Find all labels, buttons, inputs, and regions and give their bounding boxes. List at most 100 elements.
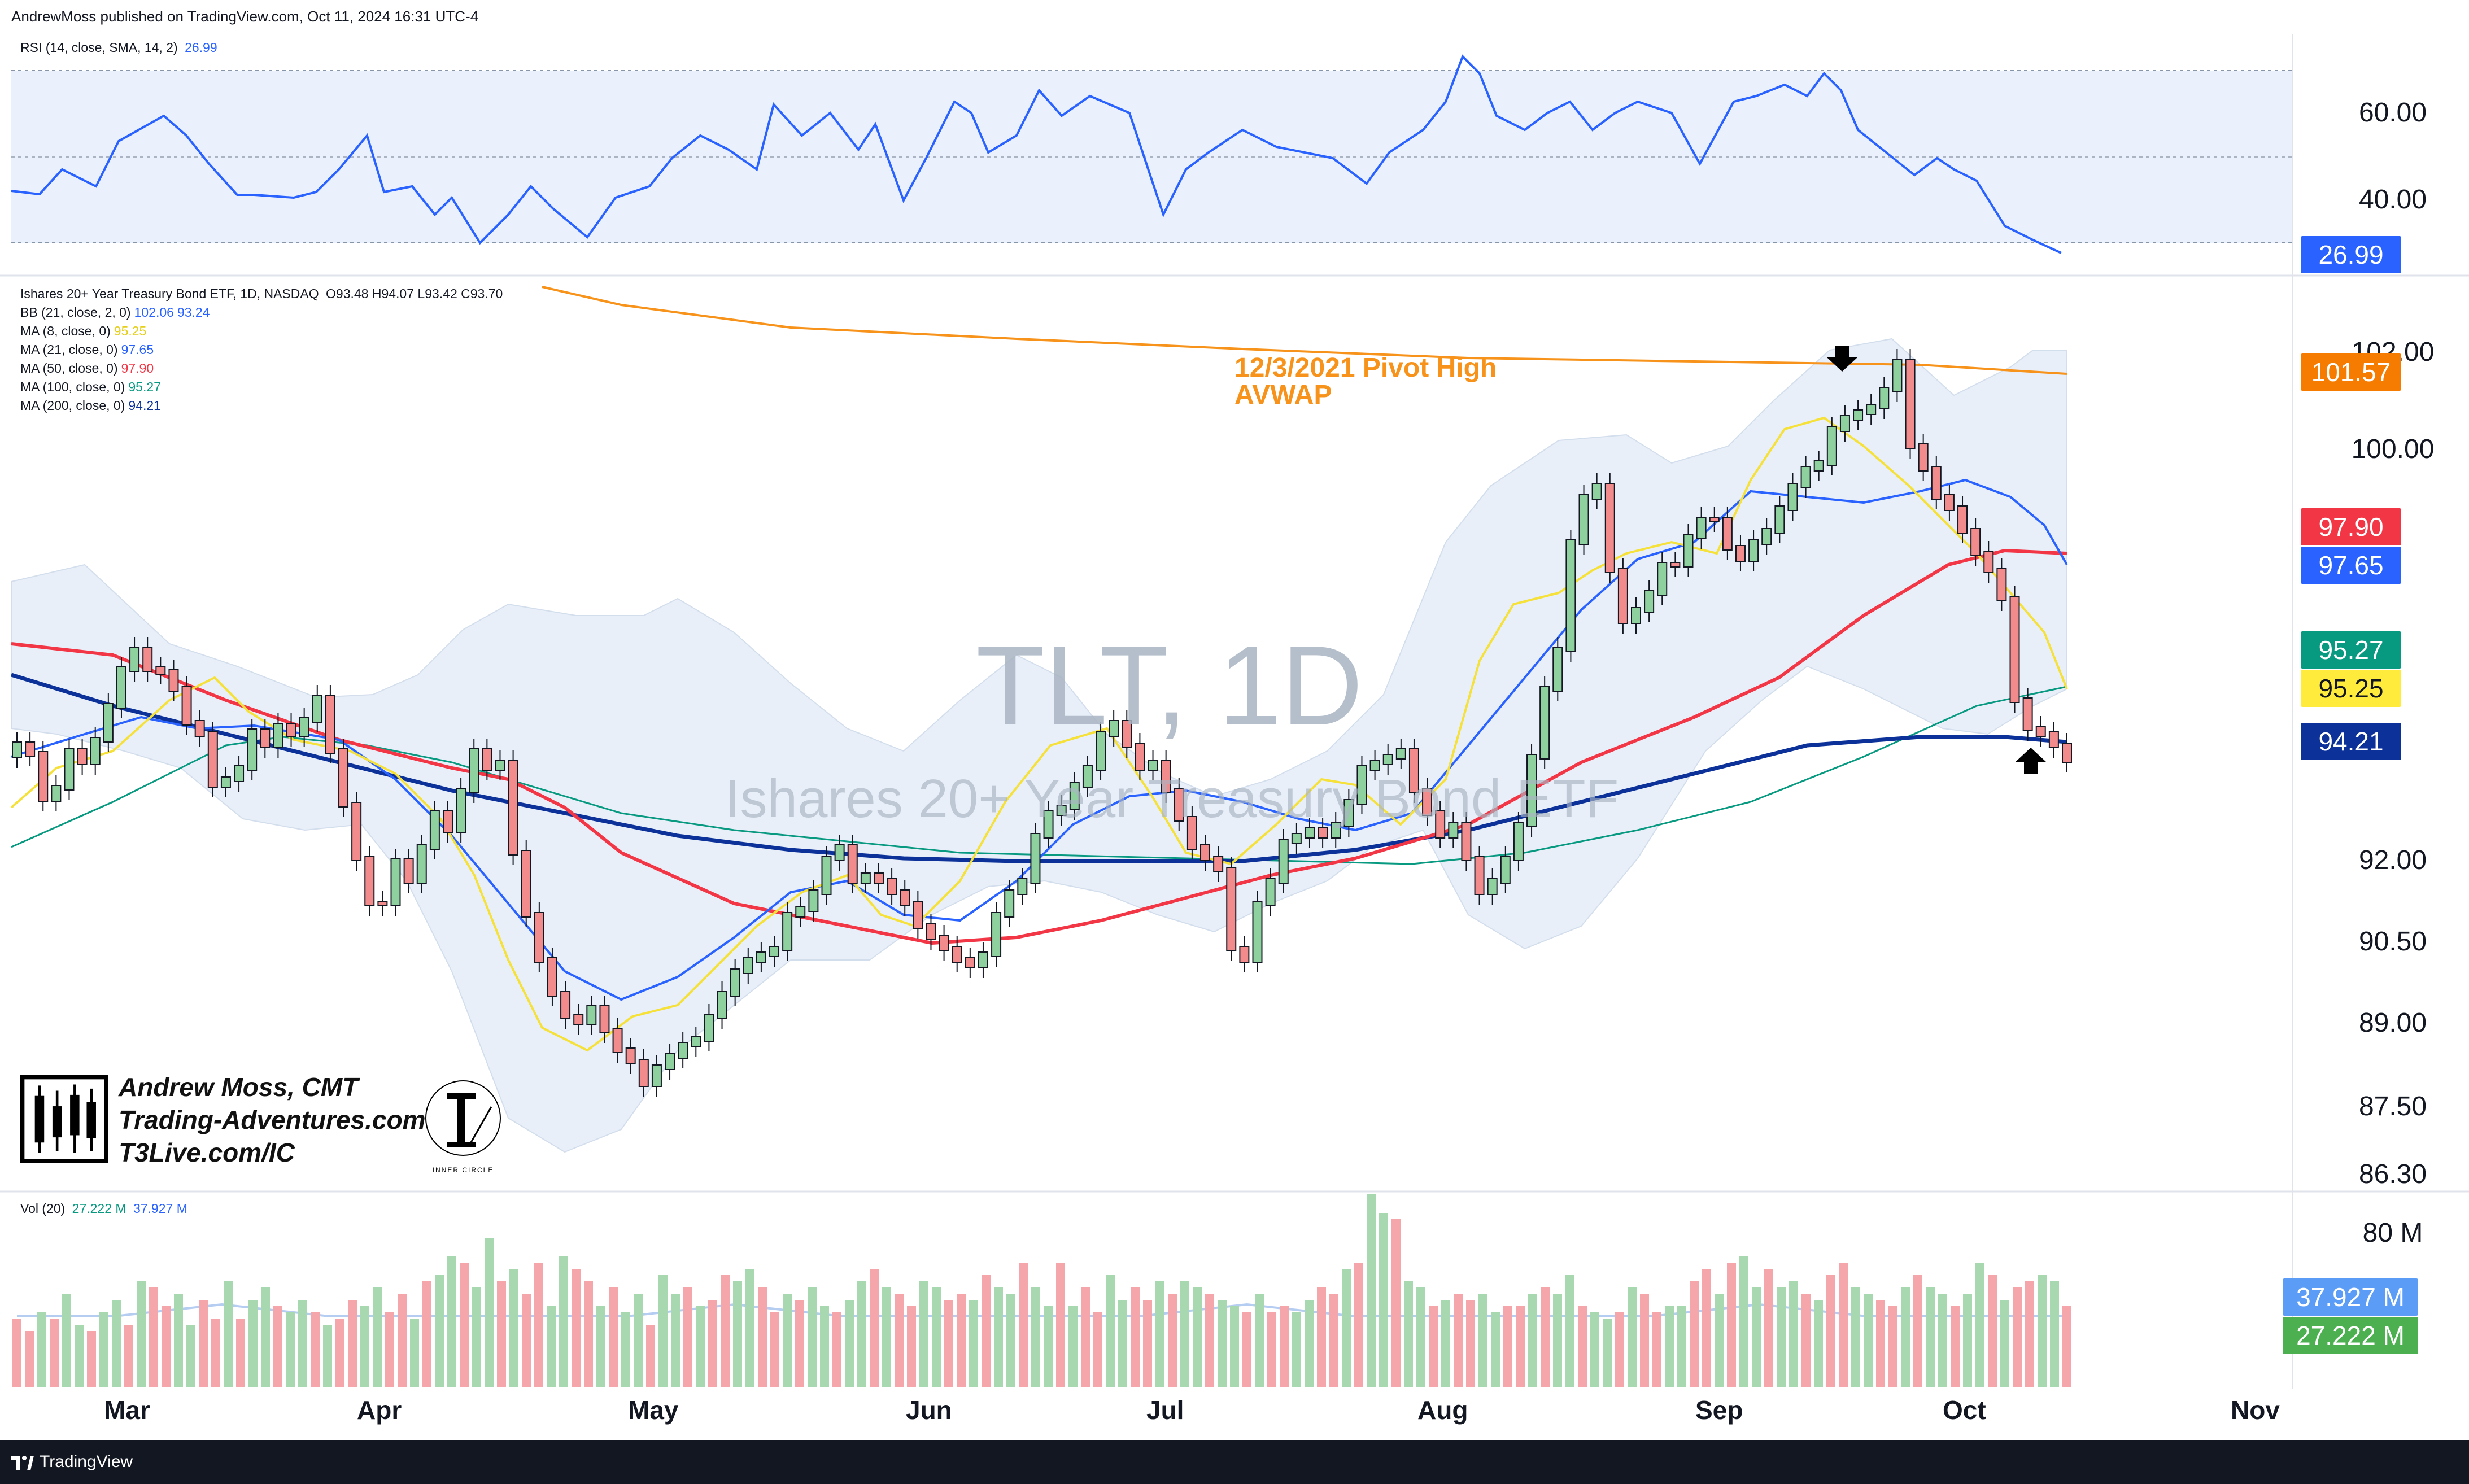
candle-body: [1082, 765, 1093, 788]
volume-bar: [1218, 1300, 1227, 1387]
candle-body: [782, 912, 793, 951]
candle-body: [25, 741, 36, 757]
volume-bar: [497, 1281, 506, 1387]
indicator-bb[interactable]: BB (21, close, 2, 0) 102.06 93.24: [20, 303, 503, 322]
avwap-annotation[interactable]: 12/3/2021 Pivot High AVWAP: [1234, 355, 1497, 409]
volume-bar: [1329, 1294, 1338, 1387]
volume-bar: [870, 1269, 879, 1387]
price-legend[interactable]: Ishares 20+ Year Treasury Bond ETF, 1D, …: [20, 285, 503, 415]
annotation-line-2: AVWAP: [1234, 380, 1332, 410]
candle-body: [978, 951, 988, 968]
volume-bar: [1478, 1294, 1487, 1387]
volume-bar: [1342, 1269, 1351, 1387]
candle-body: [2035, 726, 2046, 737]
volume-bar: [1752, 1287, 1761, 1387]
volume-bar: [25, 1331, 34, 1387]
volume-bar: [1131, 1287, 1140, 1387]
author-name: Andrew Moss, CMT: [119, 1072, 359, 1102]
candle-body: [1735, 545, 1746, 562]
volume-bars: [12, 1194, 2071, 1387]
candle-body: [1748, 539, 1759, 562]
candle-body: [1252, 901, 1263, 963]
candle-body: [1122, 720, 1132, 748]
candle-body: [1135, 743, 1145, 771]
candle-body: [1408, 748, 1419, 793]
volume-bar: [1491, 1312, 1500, 1387]
volume-bar: [1727, 1263, 1736, 1387]
time-label-oct: Oct: [1943, 1395, 1986, 1425]
volume-bar: [447, 1256, 456, 1387]
volume-bar: [994, 1287, 1003, 1387]
indicator-ma50[interactable]: MA (50, close, 0) 97.90: [20, 359, 503, 378]
volume-bar: [1503, 1306, 1512, 1387]
volume-bar: [596, 1306, 605, 1387]
candle-body: [2009, 596, 2020, 703]
candle-body: [1826, 426, 1837, 466]
candle-body: [403, 858, 414, 884]
candle-body: [1186, 816, 1197, 850]
candle-body: [1644, 590, 1655, 613]
volume-bar: [658, 1275, 668, 1387]
volume-bar: [87, 1331, 96, 1387]
candle-body: [416, 844, 427, 884]
volume-bar: [509, 1269, 518, 1387]
volume-bar: [1118, 1300, 1127, 1387]
volume-bar: [1938, 1294, 1947, 1387]
volume-bar: [1541, 1287, 1550, 1387]
candle-body: [1395, 748, 1406, 760]
volume-bar: [1454, 1294, 1463, 1387]
volume-bar: [1193, 1287, 1202, 1387]
volume-bar: [1354, 1263, 1363, 1387]
volume-bar: [186, 1325, 195, 1387]
price-tick-87-50: 87.50: [2358, 1092, 2427, 1121]
candle-body: [730, 968, 740, 997]
volume-bar: [671, 1294, 680, 1387]
candle-body: [338, 748, 349, 808]
candle-body: [769, 946, 780, 957]
volume-bar: [1764, 1269, 1773, 1387]
candle-body: [1109, 720, 1119, 737]
tradingview-logo-icon: [11, 1456, 34, 1470]
candle-body: [665, 1053, 675, 1070]
volume-bar: [1590, 1312, 1599, 1387]
candle-body: [651, 1064, 662, 1087]
candle-body: [1043, 810, 1054, 839]
volume-bar: [1801, 1294, 1811, 1387]
indicator-ma8[interactable]: MA (8, close, 0) 95.25: [20, 322, 503, 341]
volume-bar: [149, 1287, 158, 1387]
indicator-ma21[interactable]: MA (21, close, 0) 97.65: [20, 341, 503, 359]
volume-bar: [199, 1300, 208, 1387]
volume-bar: [410, 1319, 419, 1387]
volume-legend[interactable]: Vol (20) 27.222 M 37.927 M: [20, 1199, 187, 1218]
volume-bar: [1292, 1312, 1301, 1387]
volume-bar: [1851, 1287, 1860, 1387]
volume-bar: [1155, 1281, 1164, 1387]
indicator-ma200[interactable]: MA (200, close, 0) 94.21: [20, 396, 503, 415]
volume-ma-legend-value: 37.927 M: [133, 1201, 187, 1216]
volume-bar: [2013, 1287, 2022, 1387]
rsi-legend[interactable]: RSI (14, close, SMA, 14, 2) 26.99: [20, 38, 217, 57]
ma-100-line: [11, 686, 2067, 865]
rsi-line: [11, 54, 2062, 254]
volume-bar: [75, 1325, 84, 1387]
volume-bar: [174, 1294, 183, 1387]
volume-ma-line: [17, 1303, 2067, 1317]
volume-bar: [1615, 1312, 1624, 1387]
candle-body: [560, 991, 571, 1019]
indicator-value: 95.27: [128, 379, 161, 394]
candle-body: [1839, 415, 1850, 432]
candle-body: [220, 776, 231, 788]
volume-bar: [1031, 1287, 1040, 1387]
volume-bar: [1180, 1281, 1189, 1387]
candle-body: [638, 1059, 649, 1087]
candle-body: [181, 686, 192, 726]
volume-bar: [1951, 1306, 1960, 1387]
volume-bar: [286, 1312, 295, 1387]
volume-bar: [1839, 1263, 1848, 1387]
candle-body: [1004, 889, 1015, 918]
candle-body: [1591, 483, 1602, 500]
indicator-ma100[interactable]: MA (100, close, 0) 95.27: [20, 378, 503, 396]
volume-bar: [50, 1319, 59, 1387]
candle-body: [508, 760, 518, 856]
